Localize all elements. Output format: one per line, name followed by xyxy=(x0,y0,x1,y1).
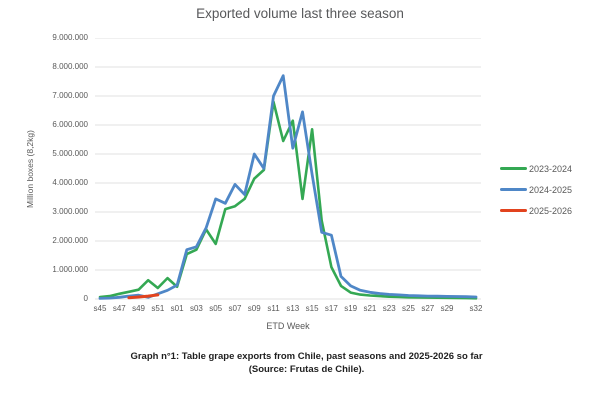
caption: Graph n°1: Table grape exports from Chil… xyxy=(0,351,613,377)
y-tick-label: 2.000.000 xyxy=(52,236,88,245)
y-tick-label: 3.000.000 xyxy=(52,207,88,216)
x-tick-label: s05 xyxy=(209,304,223,313)
x-tick-label: s32 xyxy=(469,304,483,313)
series-line-2024-2025 xyxy=(98,74,478,300)
x-tick-label: s25 xyxy=(402,304,415,313)
chart-title: Exported volume last three season xyxy=(196,6,404,21)
x-tick-label: s47 xyxy=(112,304,126,313)
y-tick-label: 9.000.000 xyxy=(52,33,88,42)
x-tick-label: s51 xyxy=(151,304,165,313)
x-tick-label: s27 xyxy=(421,304,435,313)
x-tick-label: s01 xyxy=(170,304,184,313)
x-tick-label: s09 xyxy=(247,304,261,313)
x-tick-label: s19 xyxy=(344,304,358,313)
legend-swatch-icon xyxy=(500,167,527,170)
x-tick-label: s49 xyxy=(132,304,146,313)
legend-item: 2024-2025 xyxy=(500,179,572,200)
y-tick-label: 0 xyxy=(83,294,88,303)
y-axis-title: Million boxes (8,2kg) xyxy=(25,130,35,208)
legend-label: 2024-2025 xyxy=(529,184,573,195)
y-tick-label: 1.000.000 xyxy=(52,265,88,274)
x-tick-label: s21 xyxy=(363,304,377,313)
legend-item: 2023-2024 xyxy=(500,158,572,179)
legend-swatch-icon xyxy=(500,209,527,212)
caption-line-2: (Source: Frutas de Chile). xyxy=(248,363,365,375)
series-line-2025-2026 xyxy=(127,293,160,300)
legend-label: 2023-2024 xyxy=(529,163,573,174)
caption-line-1: Graph n°1: Table grape exports from Chil… xyxy=(130,351,483,362)
x-tick-label: s11 xyxy=(267,304,280,313)
x-tick-label: s07 xyxy=(228,304,242,313)
x-tick-label: s17 xyxy=(324,304,338,313)
y-tick-label: 4.000.000 xyxy=(52,178,88,187)
x-tick-label: s13 xyxy=(286,304,300,313)
x-tick-label: s23 xyxy=(382,304,396,313)
legend-swatch-icon xyxy=(500,188,527,191)
legend-item: 2025-2026 xyxy=(500,200,572,221)
y-tick-label: 5.000.000 xyxy=(52,149,88,158)
series-line-2023-2024 xyxy=(98,100,478,300)
plot-area-svg xyxy=(95,38,481,300)
x-tick-label: s15 xyxy=(305,304,319,313)
legend-label: 2025-2026 xyxy=(529,205,573,216)
x-tick-label: s29 xyxy=(440,304,454,313)
x-axis-title: ETD Week xyxy=(266,321,310,331)
x-tick-label: s45 xyxy=(93,304,107,313)
x-tick-label: s03 xyxy=(189,304,203,313)
y-tick-label: 7.000.000 xyxy=(52,91,88,100)
y-tick-label: 8.000.000 xyxy=(52,62,88,71)
y-tick-label: 6.000.000 xyxy=(52,120,88,129)
legend: 2023-2024 2024-2025 2025-2026 xyxy=(500,158,572,221)
